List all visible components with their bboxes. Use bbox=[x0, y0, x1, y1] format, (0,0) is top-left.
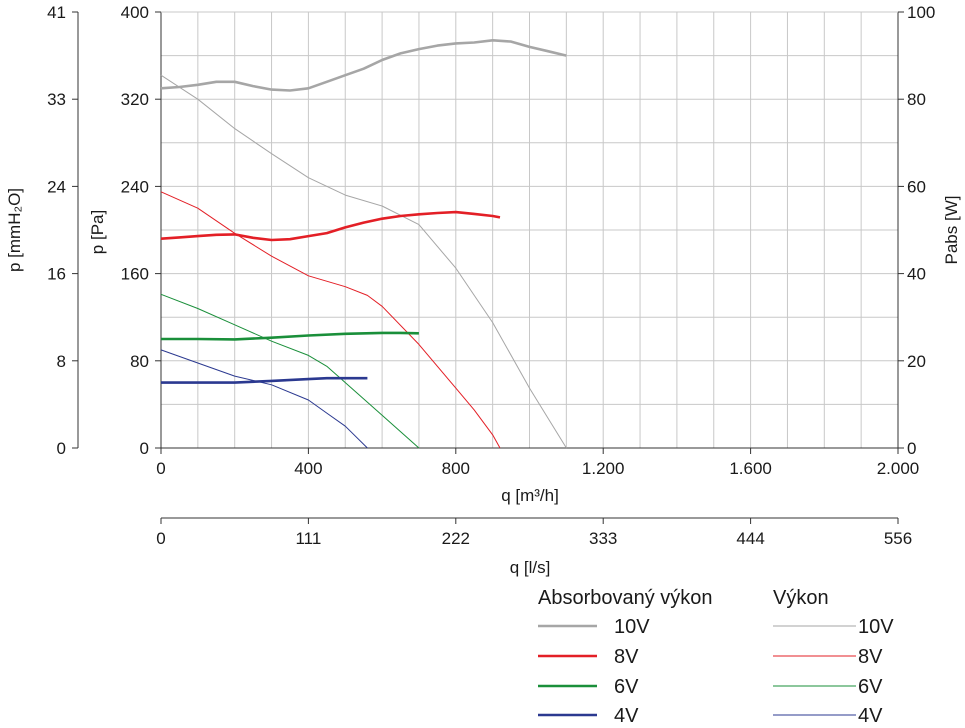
pressure-curve-4v bbox=[160, 349, 368, 449]
tick-label-ls: 556 bbox=[884, 529, 912, 548]
tick-label-mmh2o: 41 bbox=[47, 3, 66, 22]
power-curve-8v bbox=[160, 210, 501, 242]
tick-label-m3h: 0 bbox=[156, 459, 165, 478]
power-curves bbox=[160, 38, 567, 384]
tick-label-w: 60 bbox=[907, 177, 926, 196]
tick-label-m3h: 1.600 bbox=[729, 459, 772, 478]
tick-label-mmh2o: 24 bbox=[47, 177, 66, 196]
tick-label-w: 40 bbox=[907, 265, 926, 284]
pressure-curves bbox=[160, 74, 567, 449]
tick-label-ls: 444 bbox=[736, 529, 764, 548]
tick-label-mmh2o: 0 bbox=[57, 439, 66, 458]
tick-label-mmh2o: 33 bbox=[47, 90, 66, 109]
tick-label-pa: 400 bbox=[121, 3, 149, 22]
x-axis-bottom-label: q [l/s] bbox=[510, 558, 551, 577]
legend-label-pressure: 8V bbox=[858, 646, 883, 668]
tick-label-pa: 0 bbox=[140, 439, 149, 458]
power-curve-6v bbox=[161, 331, 419, 341]
y-axis-pa-label: p [Pa] bbox=[88, 210, 107, 254]
tick-label-mmh2o: 16 bbox=[47, 265, 66, 284]
legend-title-power: Absorbovaný výkon bbox=[538, 587, 713, 609]
tick-label-ls: 333 bbox=[589, 529, 617, 548]
tick-label-w: 100 bbox=[907, 3, 935, 22]
tick-label-ls: 222 bbox=[442, 529, 470, 548]
power-curve-4v bbox=[161, 376, 368, 384]
tick-label-ls: 0 bbox=[156, 529, 165, 548]
tick-label-pa: 80 bbox=[130, 352, 149, 371]
y-axis-outer-label: p [mmH₂O] bbox=[5, 188, 24, 272]
legend: Absorbovaný výkon Výkon 10V 10V 8V 8V 6V 6V 4V… bbox=[538, 587, 894, 727]
tick-label-w: 0 bbox=[907, 439, 916, 458]
legend-items: 10V 10V 8V 8V 6V 6V 4V 4V bbox=[538, 616, 894, 727]
power-curve-10v bbox=[160, 38, 567, 92]
pressure-curve-6v bbox=[160, 293, 420, 449]
legend-label-pressure: 6V bbox=[858, 676, 883, 698]
legend-label-power: 10V bbox=[614, 616, 650, 638]
tick-label-mmh2o: 8 bbox=[57, 352, 66, 371]
tick-label-w: 20 bbox=[907, 352, 926, 371]
x-axis-top-label: q [m³/h] bbox=[501, 486, 559, 505]
tick-label-pa: 320 bbox=[121, 90, 149, 109]
tick-label-w: 80 bbox=[907, 90, 926, 109]
legend-label-power: 6V bbox=[614, 676, 639, 698]
tick-label-m3h: 800 bbox=[442, 459, 470, 478]
legend-label-pressure: 4V bbox=[858, 705, 883, 727]
y-axis-right-label: Pabs [W] bbox=[942, 196, 961, 265]
tick-label-pa: 160 bbox=[121, 265, 149, 284]
tick-label-m3h: 1.200 bbox=[582, 459, 625, 478]
axis-ticks: 0 8 16 24 33 41 0 80 160 240 320 400 0 20 40 60 80 100 0 40… bbox=[47, 3, 935, 548]
legend-title-pressure: Výkon bbox=[773, 587, 829, 609]
tick-label-m3h: 2.000 bbox=[877, 459, 920, 478]
pressure-curve-10v bbox=[160, 74, 567, 449]
legend-label-pressure: 10V bbox=[858, 616, 894, 638]
grid-lines bbox=[161, 12, 898, 448]
legend-label-power: 4V bbox=[614, 705, 639, 727]
tick-label-pa: 240 bbox=[121, 177, 149, 196]
tick-label-ls: 111 bbox=[295, 529, 321, 548]
tick-label-m3h: 400 bbox=[294, 459, 322, 478]
legend-label-power: 8V bbox=[614, 646, 639, 668]
plot-frame bbox=[77, 11, 899, 519]
